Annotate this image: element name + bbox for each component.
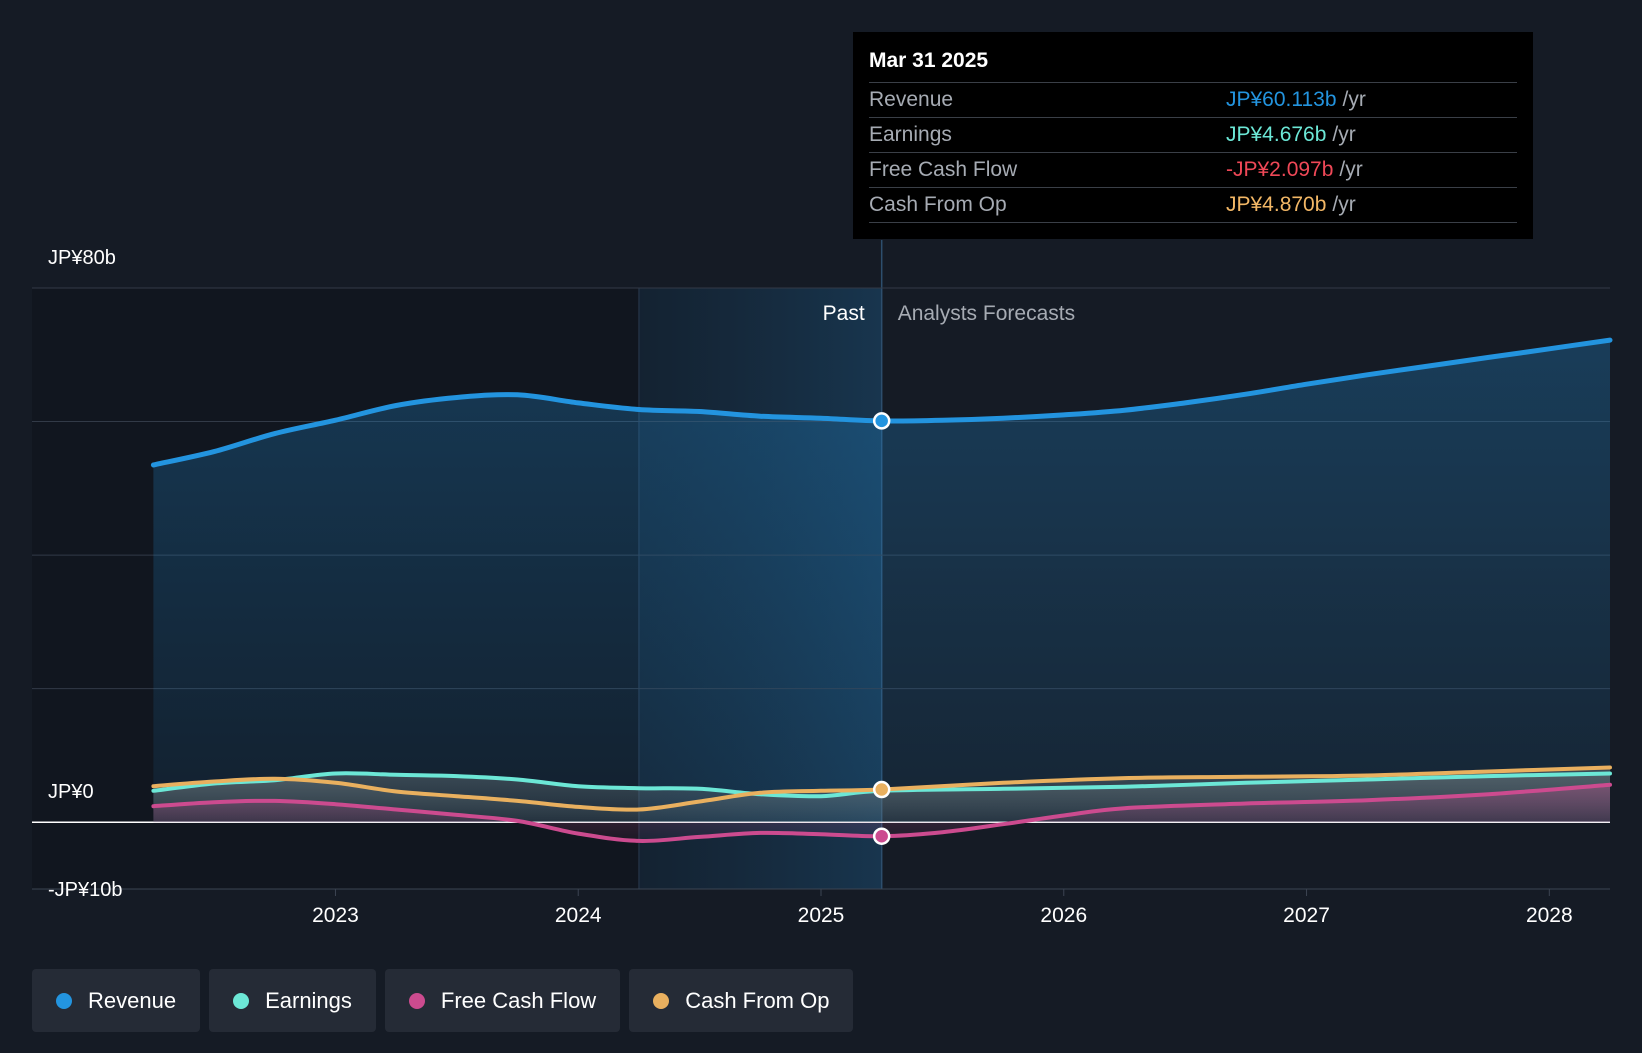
- legend-item-free-cash-flow[interactable]: Free Cash Flow: [384, 969, 621, 1032]
- legend-item-cash-from-op[interactable]: Cash From Op: [629, 969, 854, 1032]
- legend-label: Cash From Op: [685, 987, 830, 1013]
- legend-dot: [408, 992, 425, 1009]
- tooltip-date: Mar 31 2025: [869, 46, 1517, 83]
- points-layer: [872, 412, 891, 845]
- x-tick-label: 2024: [555, 904, 602, 927]
- legend-label: Free Cash Flow: [440, 987, 597, 1013]
- tooltip-row-revenue: Revenue JP¥60.113b /yr: [869, 83, 1517, 118]
- tooltip-unit: /yr: [1339, 158, 1363, 181]
- x-tick-label: 2027: [1283, 904, 1330, 927]
- highlight-point-revenue: [872, 412, 891, 430]
- legend-dot: [233, 992, 250, 1009]
- tooltip-value: JP¥60.113b: [1226, 88, 1337, 111]
- forecast-label: Analysts Forecasts: [898, 302, 1075, 325]
- tooltip-row-free-cash-flow: Free Cash Flow -JP¥2.097b /yr: [869, 153, 1517, 188]
- legend-item-revenue[interactable]: Revenue: [32, 969, 201, 1032]
- series-line-free-cash-flow: [151, 782, 1612, 843]
- y-tick-label: JP¥80b: [48, 247, 116, 269]
- legend-label: Revenue: [88, 987, 177, 1013]
- series-line-earnings: [151, 771, 1612, 799]
- tooltip-value: JP¥4.676b: [1226, 123, 1327, 146]
- legend-dot: [653, 992, 670, 1009]
- tooltip-label: Free Cash Flow: [869, 158, 1018, 181]
- series-line-cash-from-op: [151, 765, 1612, 812]
- legend-item-earnings[interactable]: Earnings: [209, 969, 376, 1032]
- tooltip-label: Revenue: [869, 88, 954, 111]
- y-tick-label: -JP¥10b: [48, 879, 123, 901]
- tooltip-unit: /yr: [1342, 88, 1366, 111]
- highlight-point-cash-from-op: [872, 780, 891, 799]
- x-tick-label: 2026: [1040, 904, 1087, 927]
- x-tick-label: 2028: [1526, 904, 1573, 927]
- tooltip-unit: /yr: [1332, 123, 1356, 146]
- highlight-point-free-cash-flow: [872, 827, 891, 845]
- tooltip-label: Cash From Op: [869, 193, 1007, 216]
- y-tick-label: JP¥0: [48, 781, 94, 803]
- tooltip-row-earnings: Earnings JP¥4.676b /yr: [869, 118, 1517, 153]
- x-tick-label: 2025: [798, 904, 845, 927]
- tooltip-value: -JP¥2.097b: [1226, 158, 1334, 181]
- legend: Revenue Earnings Free Cash Flow Cash Fro…: [32, 969, 854, 1032]
- tooltip: Mar 31 2025 Revenue JP¥60.113b /yr Earni…: [853, 32, 1533, 239]
- tooltip-value: JP¥4.870b: [1226, 193, 1327, 216]
- area-revenue: [153, 340, 1610, 823]
- past-label: Past: [823, 302, 865, 325]
- labels-layer: JP¥80b JP¥0 -JP¥10b 2023 2024 2025 2026 2027 202…: [48, 247, 1573, 927]
- tooltip-row-cash-from-op: Cash From Op JP¥4.870b /yr: [869, 188, 1517, 223]
- legend-label: Earnings: [265, 987, 352, 1013]
- tooltip-label: Earnings: [869, 123, 952, 146]
- tooltip-unit: /yr: [1332, 193, 1356, 216]
- x-tick-label: 2023: [312, 904, 359, 927]
- legend-dot: [56, 992, 72, 1009]
